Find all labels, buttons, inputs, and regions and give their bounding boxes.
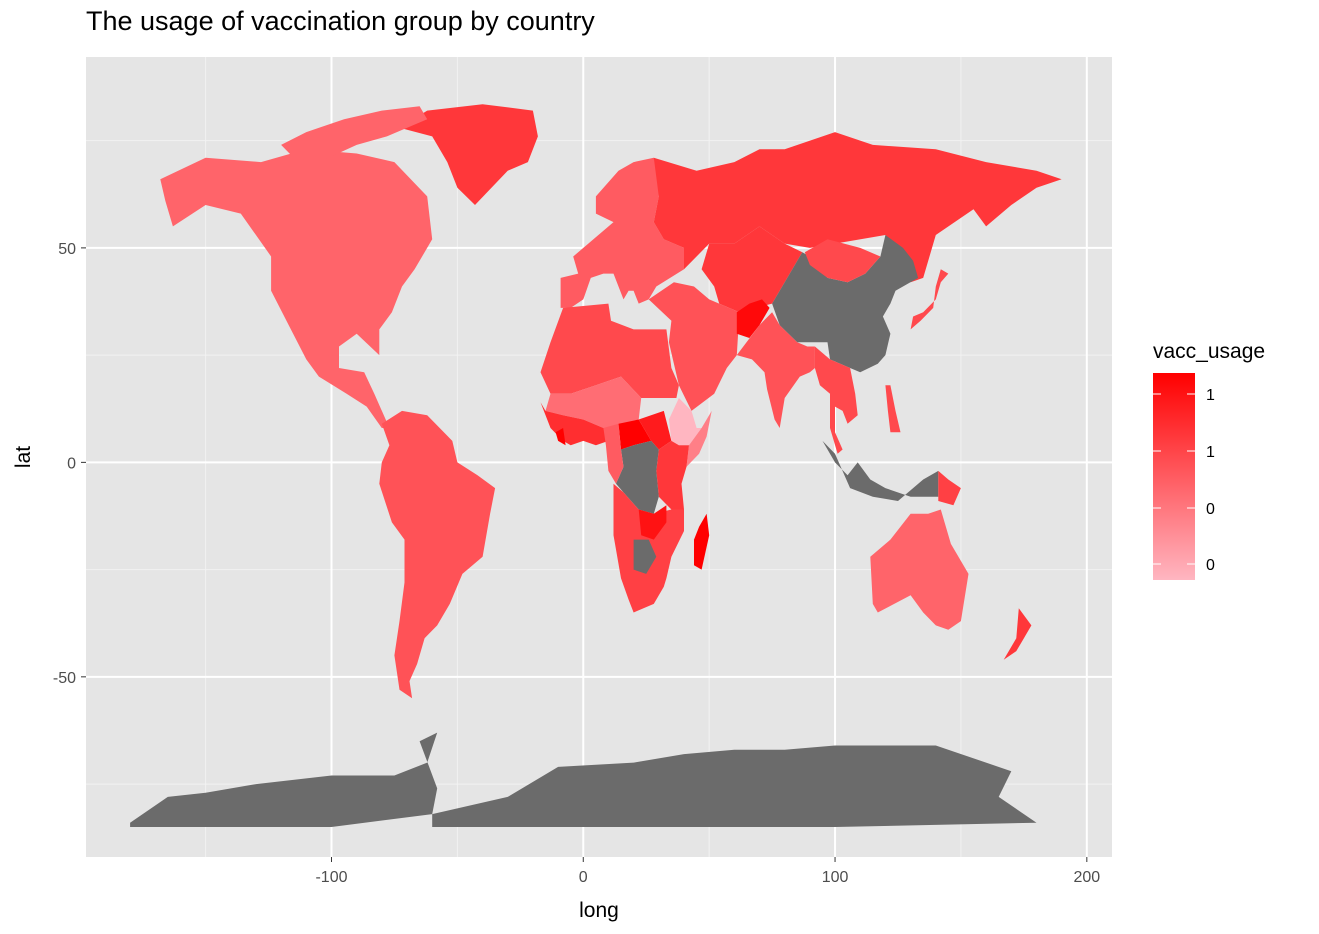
region-liberia: Liberia bbox=[555, 428, 566, 446]
y-axis: 50 0 -50 bbox=[53, 241, 86, 687]
x-tick-label: -100 bbox=[315, 869, 347, 886]
region-papua-new-guinea: Papua New Guinea bbox=[938, 470, 961, 506]
region-madagascar: Madagascar bbox=[694, 513, 710, 570]
legend-tick-label: 0 bbox=[1206, 557, 1215, 574]
region-north-america: North America bbox=[160, 149, 433, 428]
x-axis-title: long bbox=[579, 899, 619, 922]
y-axis-title: lat bbox=[12, 446, 35, 468]
region-zambia: Zambia bbox=[638, 505, 667, 540]
region-mongolia: Mongolia bbox=[804, 239, 881, 283]
region-philippines: Philippines bbox=[885, 385, 901, 433]
y-tick-label: -50 bbox=[53, 670, 76, 687]
region-east-africa: East Africa bbox=[656, 440, 689, 510]
region-somalia: Somalia bbox=[686, 410, 712, 467]
region-central-african-republic: Central African Republic bbox=[618, 419, 652, 450]
region-south-america: South America bbox=[379, 410, 496, 699]
legend-tick-label: 0 bbox=[1206, 501, 1215, 518]
region-east-antarctica: East Antarctica bbox=[432, 745, 1037, 827]
country-regions: North AmericaGreenlandCanadian Arctic Is… bbox=[130, 104, 1062, 827]
region-southeast-asia: Southeast Asia bbox=[814, 346, 858, 454]
region-botswana: Botswana bbox=[633, 539, 657, 574]
region-greenland: Greenland bbox=[399, 104, 538, 205]
region-russia: Russia bbox=[653, 132, 1062, 283]
legend-colorbar bbox=[1153, 373, 1195, 580]
region-afghanistan: Afghanistan bbox=[736, 299, 770, 338]
x-axis: -100 0 100 200 bbox=[315, 857, 1100, 886]
region-south-asia: South Asia bbox=[736, 312, 815, 428]
region-dr-congo: DR Congo bbox=[616, 440, 659, 514]
region-europe: Europe bbox=[560, 157, 684, 308]
region-middle-east: Middle East bbox=[648, 282, 740, 411]
x-tick-label: 200 bbox=[1073, 869, 1100, 886]
x-tick-label: 0 bbox=[579, 869, 588, 886]
region-kazakhstan-and-central-asia: Kazakhstan and Central Asia bbox=[701, 226, 803, 313]
region-antarctica: Antarctica bbox=[130, 732, 438, 827]
region-ethiopia: Ethiopia bbox=[668, 398, 702, 446]
y-tick-label: 50 bbox=[58, 241, 76, 258]
region-cameroon-and-gabon: Cameroon and Gabon bbox=[603, 423, 624, 484]
chart-title: The usage of vaccination group by countr… bbox=[86, 6, 595, 36]
legend: vacc_usage 1 1 0 0 bbox=[1153, 340, 1265, 580]
region-new-zealand: New Zealand bbox=[1003, 608, 1032, 660]
region-north-africa: North Africa bbox=[540, 303, 679, 398]
region-indonesia: Indonesia bbox=[822, 440, 939, 501]
region-australia: Australia bbox=[870, 509, 969, 630]
legend-tick-label: 1 bbox=[1206, 387, 1215, 404]
region-china: China bbox=[772, 235, 919, 373]
region-south-sudan: South Sudan bbox=[638, 410, 672, 450]
legend-ticks: 1 1 0 0 bbox=[1153, 387, 1215, 574]
legend-title: vacc_usage bbox=[1153, 340, 1265, 363]
x-tick-label: 100 bbox=[822, 869, 849, 886]
y-tick-label: 0 bbox=[67, 455, 76, 472]
region-japan: Japan bbox=[910, 269, 949, 330]
region-sahel: Sahel bbox=[545, 376, 642, 428]
region-canadian-arctic-islands: Canadian Arctic Islands bbox=[281, 106, 428, 163]
legend-tick-label: 1 bbox=[1206, 444, 1215, 461]
